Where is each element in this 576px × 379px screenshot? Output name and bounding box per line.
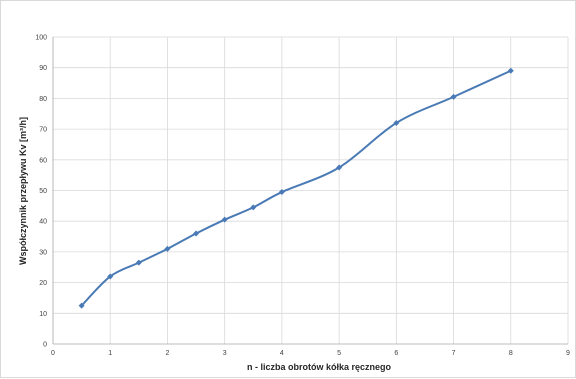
data-point (278, 189, 285, 196)
data-point (393, 119, 400, 126)
y-tick-label: 100 (35, 35, 47, 42)
x-tick-label: 3 (223, 350, 227, 357)
data-point (193, 230, 200, 237)
gridlines (53, 36, 569, 344)
y-tick-label: 70 (39, 127, 47, 134)
tick-labels: 0 10 20 30 40 50 60 70 80 90 100 0 1 2 3 4 5 6 7 8 9 (35, 35, 570, 358)
data-point (221, 216, 228, 223)
x-tick-label: 2 (165, 350, 169, 357)
x-tick-label: 9 (566, 350, 570, 357)
data-point (107, 273, 114, 280)
y-tick-label: 60 (39, 157, 47, 164)
data-markers (78, 67, 514, 309)
y-tick-label: 30 (39, 249, 47, 256)
axes (52, 37, 568, 345)
y-tick-label: 20 (39, 280, 47, 287)
y-tick-label: 90 (39, 65, 47, 72)
data-point (250, 204, 257, 211)
x-tick-label: 6 (394, 350, 398, 357)
data-point (78, 302, 85, 309)
x-tick-label: 5 (337, 350, 341, 357)
data-point (507, 67, 514, 74)
data-point (164, 245, 171, 252)
x-tick-label: 8 (509, 350, 513, 357)
y-tick-label: 10 (39, 311, 47, 318)
data-point (450, 93, 457, 100)
data-point (135, 259, 142, 266)
y-tick-label: 0 (43, 342, 47, 349)
x-tick-label: 7 (452, 350, 456, 357)
y-tick-label: 80 (39, 96, 47, 103)
y-axis-title: Współczynnik przepływu Kv [m³/h] (18, 117, 28, 265)
x-tick-label: 4 (280, 350, 284, 357)
x-tick-label: 0 (51, 350, 55, 357)
x-axis-title: n - liczba obrotów kółka ręcznego (247, 362, 392, 372)
series-line (80, 69, 512, 307)
y-tick-label: 50 (39, 188, 47, 195)
x-tick-label: 1 (108, 350, 112, 357)
data-point (336, 164, 343, 171)
y-tick-label: 40 (39, 219, 47, 226)
